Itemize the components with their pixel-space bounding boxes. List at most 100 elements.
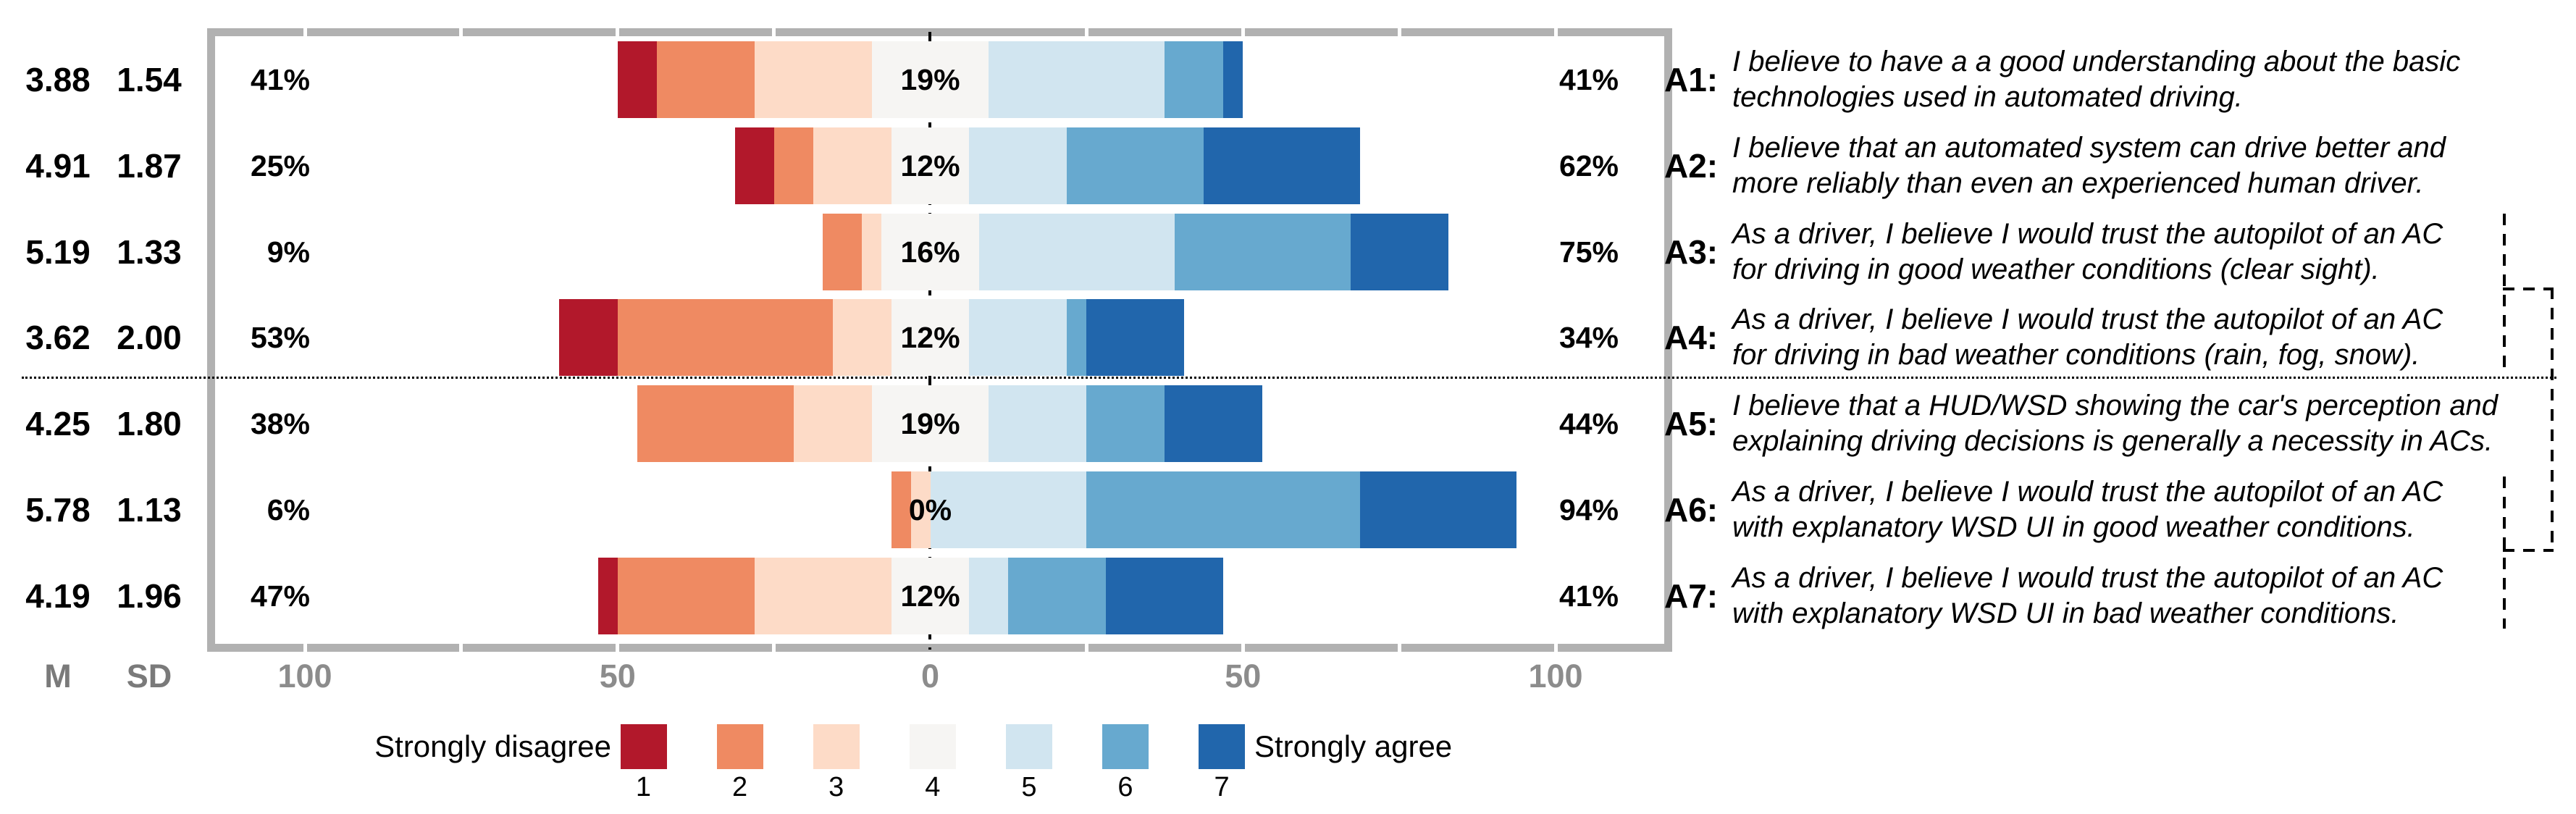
likert-bar [0, 41, 2576, 118]
statement-id-label: A3: [1664, 232, 1719, 271]
legend-number-label: 5 [1021, 772, 1037, 802]
likert-bar [0, 213, 2576, 290]
bar-segment-level-5 [978, 213, 1175, 290]
axis-tick-mark [1397, 28, 1401, 36]
statement-line-1: As a driver, I believe I would trust the… [1732, 476, 2443, 508]
statement-line-2: for driving in good weather conditions (… [1732, 253, 2380, 285]
bar-segment-level-5 [930, 471, 1087, 549]
x-axis-tick-label: 0 [920, 658, 940, 695]
bar-segment-level-1 [617, 41, 657, 118]
disagree-percent-label: 9% [267, 235, 310, 269]
sd-value: 1.96 [117, 576, 182, 615]
bar-segment-level-4 [871, 385, 989, 463]
bracket-a6-a7-line [2503, 477, 2506, 629]
likert-bar [0, 127, 2576, 204]
bar-segment-level-5 [969, 299, 1067, 377]
legend-right-label: Strongly agree [1254, 729, 1453, 763]
statement-text: As a driver, I believe I would trust the… [1732, 561, 2565, 632]
bracket-upper-connector [2503, 288, 2554, 290]
axis-tick-mark [1553, 28, 1558, 36]
likert-bar [0, 385, 2576, 463]
statement-id-label: A5: [1664, 405, 1719, 443]
axis-tick-mark [459, 644, 463, 652]
axis-tick-mark [303, 28, 307, 36]
bar-segment-level-7 [1106, 557, 1224, 634]
neutral-percent-label: 12% [900, 321, 960, 355]
axis-tick-mark [1397, 644, 1401, 652]
agree-percent-label: 94% [1558, 493, 1619, 527]
bar-segment-level-6 [1008, 557, 1107, 634]
bar-segment-level-7 [1360, 471, 1517, 549]
statement-text: As a driver, I believe I would trust the… [1732, 217, 2565, 288]
legend-number-label: 6 [1117, 772, 1133, 802]
statement-line-1: I believe to have a a good understanding… [1732, 46, 2461, 77]
disagree-percent-label: 47% [250, 579, 310, 613]
m-column-header: M [44, 658, 72, 695]
statement-line-2: more reliably than even an experienced h… [1732, 167, 2424, 199]
statement-line-2: explaining driving decisions is generall… [1732, 425, 2493, 458]
agree-percent-label: 41% [1558, 63, 1619, 96]
legend-number-label: 7 [1214, 772, 1230, 802]
bar-segment-level-7 [1350, 213, 1448, 290]
statement-line-1: As a driver, I believe I would trust the… [1732, 303, 2443, 336]
legend-swatch-level-2 [716, 724, 763, 769]
agree-percent-label: 62% [1558, 148, 1619, 182]
likert-bar [0, 471, 2576, 549]
statement-text: I believe to have a a good understanding… [1732, 44, 2565, 115]
bar-segment-level-2 [773, 127, 813, 204]
bar-segment-level-2 [823, 213, 863, 290]
sd-value: 1.80 [117, 405, 182, 443]
x-axis-tick-label: 100 [277, 658, 332, 695]
bar-segment-level-5 [969, 127, 1067, 204]
bar-segment-level-5 [969, 557, 1009, 634]
bar-segment-level-6 [1174, 213, 1351, 290]
legend-swatch-level-3 [813, 724, 860, 769]
agree-percent-label: 75% [1558, 235, 1619, 269]
axis-tick-mark [1241, 644, 1245, 652]
axis-tick-mark [772, 28, 776, 36]
agree-percent-label: 41% [1558, 579, 1619, 613]
axis-tick-mark [616, 644, 620, 652]
bar-segment-level-4 [871, 41, 989, 118]
statement-id-label: A7: [1664, 576, 1719, 615]
mean-value: 3.88 [25, 61, 91, 98]
sd-value: 2.00 [117, 319, 182, 357]
x-axis-tick-label: 50 [1225, 658, 1262, 695]
statement-id-label: A6: [1664, 491, 1719, 529]
bar-segment-level-4 [881, 213, 979, 290]
statement-line-1: As a driver, I believe I would trust the… [1732, 217, 2443, 250]
statement-text: As a driver, I believe I would trust the… [1732, 302, 2565, 373]
bar-segment-level-2 [656, 41, 755, 118]
bar-segment-level-3 [754, 557, 891, 634]
legend-number-label: 3 [828, 772, 844, 802]
bar-segment-level-3 [862, 213, 882, 290]
bracket-outer-line [2551, 288, 2554, 552]
sd-value: 1.54 [117, 61, 182, 98]
bar-segment-level-2 [891, 471, 911, 549]
axis-tick-mark [772, 644, 776, 652]
neutral-percent-label: 0% [908, 493, 952, 527]
likert-bar [0, 299, 2576, 377]
legend-number-label: 2 [732, 772, 748, 802]
bar-segment-level-4 [891, 557, 970, 634]
mean-value: 4.19 [25, 576, 91, 615]
bar-segment-level-6 [1086, 471, 1361, 549]
axis-tick-mark [1553, 644, 1558, 652]
agree-percent-label: 44% [1558, 407, 1619, 441]
legend-swatch-level-6 [1102, 724, 1149, 769]
mean-value: 4.25 [25, 405, 91, 443]
mean-value: 4.91 [25, 146, 91, 185]
statement-line-2: with explanatory WSD UI in bad weather c… [1732, 597, 2399, 629]
statement-id-label: A2: [1664, 146, 1719, 185]
bar-segment-level-2 [617, 299, 833, 377]
bar-segment-level-5 [989, 385, 1087, 463]
bar-segment-level-6 [1067, 127, 1204, 204]
statement-line-2: technologies used in automated driving. [1732, 81, 2243, 113]
axis-tick-mark [303, 644, 307, 652]
axis-tick-mark [1241, 28, 1245, 36]
bar-segment-level-3 [813, 127, 891, 204]
bar-segment-level-6 [1086, 385, 1165, 463]
neutral-percent-label: 19% [900, 407, 960, 441]
bar-segment-level-7 [1165, 385, 1263, 463]
statement-text: I believe that an automated system can d… [1732, 130, 2565, 201]
